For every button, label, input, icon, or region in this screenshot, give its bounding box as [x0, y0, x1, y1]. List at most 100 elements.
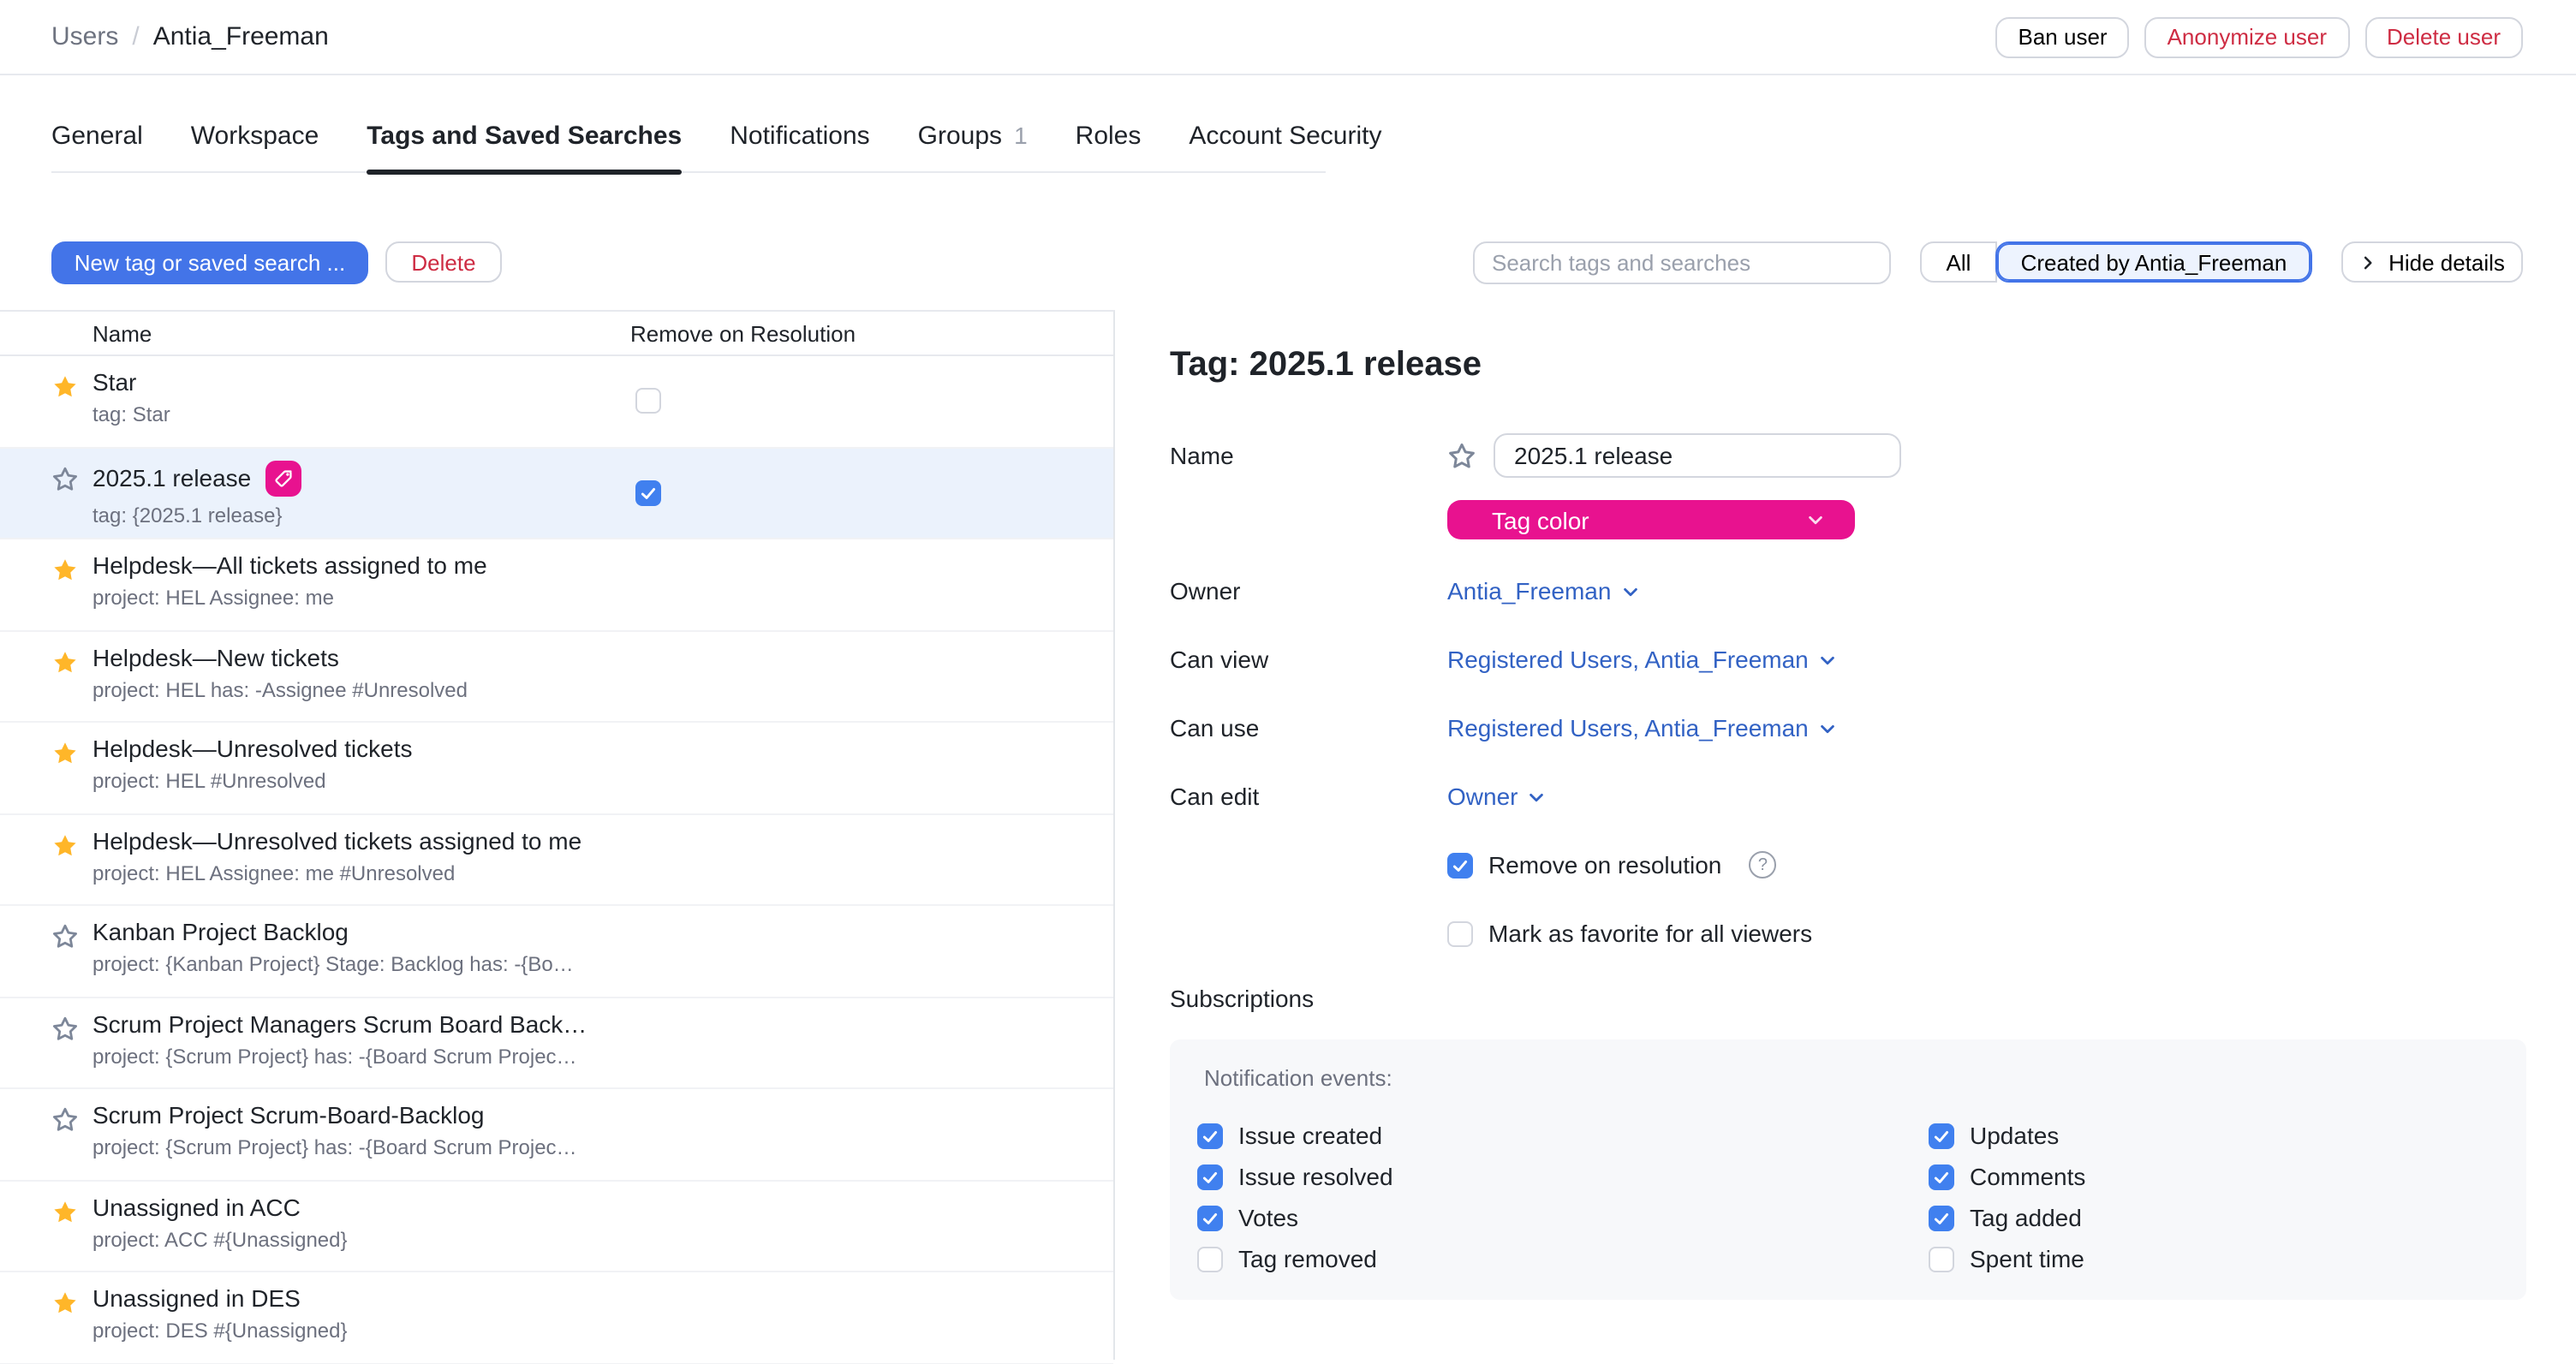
tag-color-dropdown[interactable]: Tag color [1447, 500, 1855, 539]
list-item[interactable]: Helpdesk—New tickets project: HEL has: -… [0, 631, 1113, 723]
event-label: Issue created [1238, 1122, 1383, 1149]
event-checkbox[interactable] [1929, 1123, 1954, 1148]
tag-color-row: Tag color [1170, 500, 2526, 539]
tab-workspace[interactable]: Workspace [191, 122, 319, 173]
list-item[interactable]: Scrum Project Managers Scrum Board Back…… [0, 998, 1113, 1089]
notification-event-item[interactable]: Issue resolved [1197, 1156, 1929, 1197]
list-item[interactable]: Helpdesk—Unresolved tickets project: HEL… [0, 723, 1113, 814]
tab-label: Account Security [1189, 122, 1382, 151]
star-icon[interactable] [51, 831, 79, 859]
breadcrumb-users-link[interactable]: Users [51, 22, 119, 51]
star-icon[interactable] [51, 648, 79, 676]
star-icon[interactable] [51, 1015, 79, 1042]
star-icon[interactable] [51, 465, 79, 492]
list-item[interactable]: Helpdesk—All tickets assigned to me proj… [0, 539, 1113, 631]
can-edit-row: Can edit Owner [1170, 774, 2526, 819]
hide-details-button[interactable]: Hide details [2341, 241, 2523, 283]
question-mark-icon[interactable]: ? [1749, 851, 1777, 879]
event-checkbox[interactable] [1197, 1246, 1223, 1272]
favorite-option-row: Mark as favorite for all viewers [1170, 911, 2526, 956]
star-icon[interactable] [51, 373, 79, 401]
chevron-down-icon [1820, 657, 1834, 665]
favorite-checkbox[interactable] [1447, 920, 1473, 946]
tab-label: Tags and Saved Searches [367, 122, 683, 151]
chevron-down-icon [1623, 588, 1637, 597]
notification-event-item[interactable]: Tag added [1929, 1197, 2085, 1238]
event-checkbox[interactable] [1197, 1123, 1223, 1148]
filter-created-button[interactable]: Created by Antia_Freeman [1995, 241, 2312, 283]
notification-event-item[interactable]: Comments [1929, 1156, 2085, 1197]
event-checkbox[interactable] [1929, 1205, 1954, 1230]
list-item-query: project: {Scrum Project} has: -{Board Sc… [92, 1044, 577, 1068]
search-input[interactable] [1473, 241, 1891, 284]
can-view-dropdown[interactable]: Registered Users, Antia_Freeman [1447, 646, 1836, 673]
notification-event-item[interactable]: Spent time [1929, 1238, 2085, 1279]
tab-bar: General Workspace Tags and Saved Searche… [0, 75, 2576, 175]
list-item[interactable]: Unassigned in DES project: DES #{Unassig… [0, 1272, 1113, 1364]
event-checkbox[interactable] [1197, 1164, 1223, 1189]
list-item-title: Helpdesk—All tickets assigned to me [92, 551, 487, 579]
list-item-title: Unassigned in ACC [92, 1193, 301, 1220]
event-label: Comments [1970, 1163, 2086, 1190]
star-icon[interactable] [51, 557, 79, 584]
list-item[interactable]: Kanban Project Backlog project: {Kanban … [0, 906, 1113, 998]
filter-toggle: All Created by Antia_Freeman [1920, 241, 2312, 284]
owner-dropdown[interactable]: Antia_Freeman [1447, 577, 1638, 605]
favorite-option[interactable]: Mark as favorite for all viewers [1447, 920, 1812, 947]
tab-account-security[interactable]: Account Security [1189, 122, 1381, 173]
list-item-query: project: HEL Assignee: me #Unresolved [92, 861, 456, 885]
column-remove-on-resolution: Remove on Resolution [630, 320, 856, 346]
favorite-star-icon[interactable] [1447, 441, 1476, 470]
notification-event-item[interactable]: Tag removed [1197, 1238, 1929, 1279]
tab-notifications[interactable]: Notifications [730, 122, 869, 173]
new-tag-button[interactable]: New tag or saved search ... [51, 241, 368, 284]
list-item-query: project: HEL #Unresolved [92, 769, 326, 793]
hide-details-label: Hide details [2388, 249, 2505, 275]
star-icon[interactable] [51, 1290, 79, 1317]
list-item[interactable]: Unassigned in ACC project: ACC #{Unassig… [0, 1181, 1113, 1272]
can-edit-dropdown[interactable]: Owner [1447, 783, 1545, 810]
tab-label: Roles [1075, 122, 1142, 151]
notification-event-item[interactable]: Issue created [1197, 1115, 1929, 1156]
remove-on-resolution-row-checkbox[interactable] [635, 388, 661, 414]
ban-user-button[interactable]: Ban user [1995, 16, 2130, 57]
anonymize-user-button[interactable]: Anonymize user [2144, 16, 2350, 57]
event-checkbox[interactable] [1197, 1205, 1223, 1230]
list-item[interactable]: Helpdesk—Unresolved tickets assigned to … [0, 814, 1113, 906]
remove-on-resolution-option[interactable]: Remove on resolution [1447, 851, 1721, 879]
event-label: Votes [1238, 1204, 1299, 1231]
notification-event-item[interactable]: Votes [1197, 1197, 1929, 1238]
remove-on-resolution-option-row: Remove on resolution ? [1170, 843, 2526, 887]
content: Name Remove on Resolution Star tag: Star… [0, 310, 2576, 1364]
list-item[interactable]: Scrum Project Scrum-Board-Backlog projec… [0, 1089, 1113, 1181]
delete-tag-button[interactable]: Delete [385, 241, 502, 283]
can-edit-label: Can edit [1170, 783, 1260, 810]
list-item-query: project: ACC #{Unassigned} [92, 1227, 348, 1251]
star-icon[interactable] [51, 740, 79, 767]
star-icon[interactable] [51, 1106, 79, 1134]
can-use-dropdown[interactable]: Registered Users, Antia_Freeman [1447, 714, 1836, 742]
filter-all-button[interactable]: All [1920, 241, 1997, 283]
list-item[interactable]: 2025.1 release tag: {2025.1 release} [0, 448, 1113, 539]
notification-event-item[interactable]: Updates [1929, 1115, 2085, 1156]
event-checkbox[interactable] [1929, 1246, 1954, 1272]
list-item-text: Scrum Project Managers Scrum Board Back…… [92, 1010, 959, 1068]
list-item[interactable]: Star tag: Star [0, 356, 1113, 448]
list-item-text: Helpdesk—Unresolved tickets assigned to … [92, 826, 959, 885]
tag-name-input[interactable] [1494, 433, 1901, 478]
tab-label: Notifications [730, 122, 870, 151]
tab-general[interactable]: General [51, 122, 143, 173]
delete-user-button[interactable]: Delete user [2364, 16, 2523, 57]
star-icon[interactable] [51, 923, 79, 950]
event-label: Spent time [1970, 1245, 2084, 1272]
event-checkbox[interactable] [1929, 1164, 1954, 1189]
tab-roles[interactable]: Roles [1076, 122, 1142, 173]
tab-groups[interactable]: Groups 1 [918, 122, 1028, 173]
tab-tags-and-saved-searches[interactable]: Tags and Saved Searches [367, 122, 683, 175]
list-item-title: Helpdesk—New tickets [92, 643, 339, 670]
remove-on-resolution-checkbox[interactable] [1447, 852, 1473, 878]
star-icon[interactable] [51, 1198, 79, 1225]
user-actions: Ban user Anonymize user Delete user [1995, 16, 2523, 57]
remove-on-resolution-row-checkbox[interactable] [635, 479, 661, 506]
